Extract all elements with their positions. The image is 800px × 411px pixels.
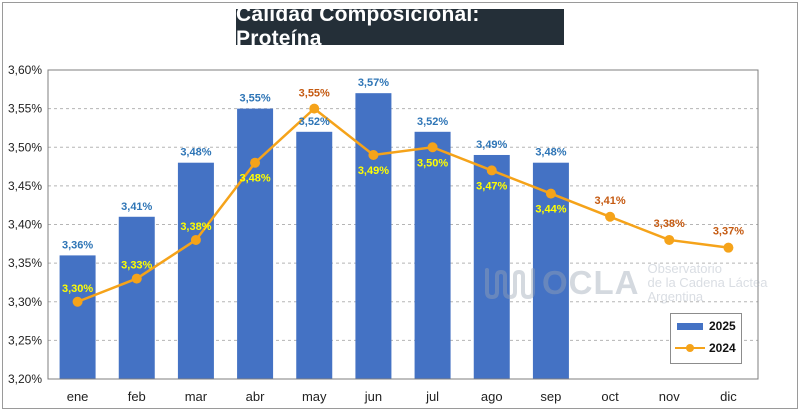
point-label-2024: 3,41% (594, 195, 625, 207)
bars-layer (59, 93, 569, 380)
x-tick-label: jul (425, 389, 439, 404)
y-tick-label: 3,25% (8, 333, 42, 347)
bar-label-2025: 3,36% (62, 239, 93, 251)
watermark-word: OCLA (542, 264, 640, 301)
plot-area-border (47, 69, 759, 380)
point-label-2024: 3,37% (713, 226, 744, 238)
point-2024 (723, 242, 734, 253)
point-2024 (131, 273, 142, 284)
bar-2025 (473, 154, 510, 379)
bar-label-2025: 3,55% (239, 93, 270, 105)
point-label-2024: 3,38% (654, 218, 685, 230)
ocla-logo-icon (485, 268, 535, 300)
bar-label-2025: 3,41% (121, 201, 152, 213)
point-2024 (368, 149, 379, 160)
bar-label-2025: 3,48% (180, 147, 211, 159)
x-tick-label: feb (128, 389, 146, 404)
point-2024 (545, 188, 556, 199)
bar-2025 (414, 131, 451, 379)
x-tick-label: abr (246, 389, 265, 404)
point-label-2024: 3,38% (180, 221, 211, 233)
bar-label-2025: 3,52% (417, 116, 448, 128)
point-label-2024: 3,49% (358, 165, 389, 177)
bar-2025 (355, 93, 392, 380)
x-tick-label: oct (601, 389, 619, 404)
line-2024 (77, 106, 729, 303)
x-tick-label: may (302, 389, 327, 404)
y-tick-label: 3,30% (8, 295, 42, 309)
point-label-2024: 3,50% (417, 157, 448, 169)
point-2024 (72, 296, 83, 307)
bar-2025 (177, 162, 214, 379)
watermark-line-2: de la Cadena Láctea (647, 275, 768, 290)
y-tick-label: 3,20% (8, 372, 42, 386)
x-tick-label: sep (540, 389, 561, 404)
point-2024 (605, 211, 616, 222)
axes-layer: 3,20% 3,25% 3,30% 3,35% 3,40% 3,45% 3,50% 3,55%… (8, 63, 759, 404)
x-tick-label: nov (659, 389, 680, 404)
point-2024 (427, 142, 438, 153)
x-tick-label: mar (185, 389, 208, 404)
legend-label-2024: 2024 (709, 341, 736, 355)
bar-label-2025: 3,57% (358, 77, 389, 89)
legend-label-2025: 2025 (709, 319, 736, 333)
point-label-2024: 3,44% (535, 204, 566, 216)
y-tick-label: 3,45% (8, 179, 42, 193)
y-tick-label: 3,35% (8, 256, 42, 270)
watermark-subtitle: Observatorio de la Cadena Láctea Argenti… (648, 262, 768, 304)
y-tick-label: 3,50% (8, 140, 42, 154)
legend-swatch-bar (677, 322, 703, 330)
x-tick-label: jun (364, 389, 382, 404)
bar-label-2025: 3,49% (476, 139, 507, 151)
bar-2025 (118, 216, 155, 379)
bar-label-2025: 3,48% (535, 147, 566, 159)
ocla-watermark: OCLA Observatorio de la Cadena Láctea Ar… (484, 262, 767, 304)
legend-item-2025: 2025 (671, 319, 736, 333)
y-tick-label: 3,40% (8, 218, 42, 232)
watermark-line-3: Argentina (647, 289, 704, 304)
point-label-2024: 3,47% (476, 180, 507, 192)
y-tick-label: 3,55% (8, 102, 42, 116)
x-tick-label: ago (481, 389, 503, 404)
watermark-line-1: Observatorio (647, 261, 722, 276)
line-layer (72, 103, 734, 307)
legend-swatch-line (675, 344, 705, 352)
legend: 2025 2024 (670, 313, 742, 364)
legend-item-2024: 2024 (671, 341, 736, 355)
labels-layer: 3,36% 3,41% 3,48% 3,55% 3,52% 3,57% 3,52% 3,49%… (62, 77, 744, 295)
x-tick-label: dic (720, 389, 737, 404)
point-2024 (664, 234, 675, 245)
point-2024 (250, 157, 261, 168)
y-tick-label: 3,60% (8, 63, 42, 77)
point-2024 (190, 234, 201, 245)
point-label-2024: 3,33% (121, 260, 152, 272)
point-2024 (309, 103, 320, 114)
point-label-2024: 3,48% (239, 173, 270, 185)
chart-title: Calidad Composicional: Proteína (236, 3, 564, 50)
point-label-2024: 3,30% (62, 283, 93, 295)
bar-2025 (237, 108, 274, 379)
point-2024 (486, 165, 497, 176)
bar-label-2025: 3,52% (299, 116, 330, 128)
point-label-2024: 3,55% (299, 88, 330, 100)
x-tick-label: ene (67, 389, 89, 404)
bar-2025 (59, 255, 96, 379)
bar-2025 (296, 131, 333, 379)
